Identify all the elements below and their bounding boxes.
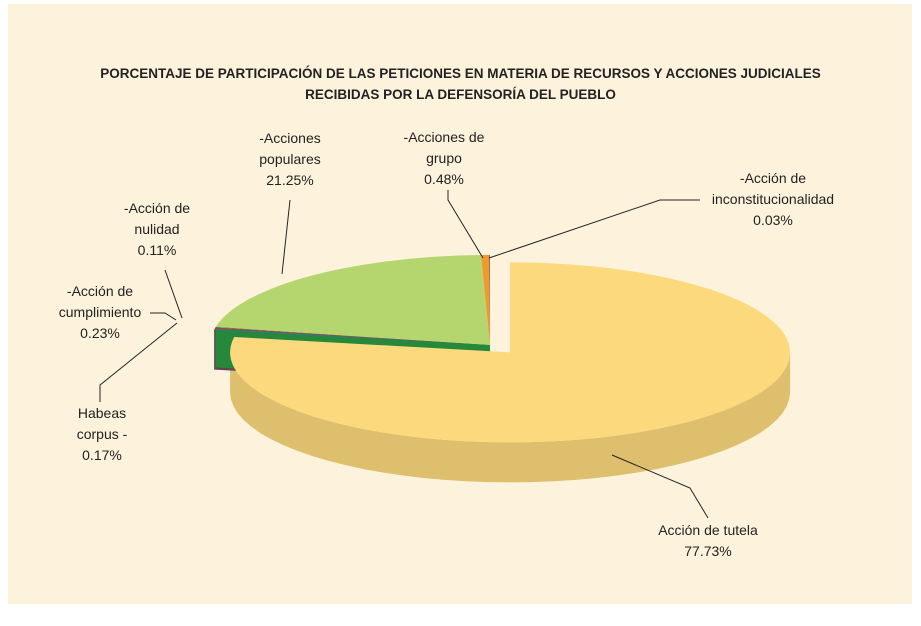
slice-side: [230, 352, 791, 483]
category-label: -Acciones populares: [259, 130, 321, 167]
leader-line: [150, 312, 177, 321]
category-label: -Acciones de grupo: [403, 129, 485, 166]
value-label: 21.25%: [266, 172, 314, 188]
leader-line: [488, 199, 700, 259]
leader-line: [447, 190, 484, 259]
value-label: 0.48%: [424, 171, 464, 187]
category-label: -Acción de cumplimiento: [58, 283, 142, 320]
category-label: Acción de tutela: [658, 522, 758, 538]
value-label: 0.03%: [753, 212, 793, 228]
slice: [230, 262, 791, 443]
leader-line: [164, 269, 183, 319]
value-label: 0.11%: [137, 242, 177, 258]
leader-line: [611, 454, 709, 519]
value-label: 0.23%: [80, 325, 120, 341]
value-label: 77.73%: [684, 543, 732, 559]
slice-label: -Acciones populares 21.25%: [240, 128, 340, 191]
category-label: Habeas corpus -: [76, 405, 128, 442]
chart-title: PORCENTAJE DE PARTICIPACIÓN DE LAS PETIC…: [100, 66, 821, 102]
category-label: -Acción de inconstitucionalidad: [711, 170, 835, 207]
leader-line: [99, 322, 178, 402]
slice: [214, 327, 490, 345]
slice-label: -Acción de nulidad 0.11%: [112, 198, 202, 261]
slice-label: -Acción de cumplimiento 0.23%: [45, 281, 155, 344]
slice-label: -Acciones de grupo 0.48%: [399, 127, 489, 190]
slice-label: -Acción de inconstitucionalidad 0.03%: [698, 168, 848, 231]
category-label: -Acción de nulidad: [123, 200, 191, 237]
value-label: 0.17%: [82, 447, 122, 463]
slice-label: Habeas corpus - 0.17%: [57, 403, 147, 466]
slice: [215, 326, 491, 345]
slice-label: Acción de tutela 77.73%: [628, 520, 788, 562]
slice: [489, 255, 490, 345]
slice: [215, 255, 491, 345]
slice: [481, 255, 490, 345]
leader-line: [281, 199, 291, 275]
slice: [214, 328, 490, 345]
